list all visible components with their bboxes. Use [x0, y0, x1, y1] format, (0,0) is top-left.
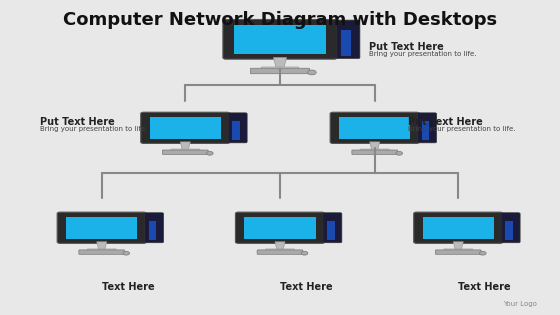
Circle shape: [301, 251, 308, 255]
FancyBboxPatch shape: [235, 212, 325, 243]
FancyBboxPatch shape: [436, 250, 481, 254]
Text: Put Text Here: Put Text Here: [40, 117, 115, 127]
FancyBboxPatch shape: [79, 250, 124, 254]
Circle shape: [479, 251, 486, 255]
FancyBboxPatch shape: [501, 213, 520, 243]
Text: Put Text Here: Put Text Here: [369, 42, 444, 52]
FancyBboxPatch shape: [144, 213, 164, 243]
FancyBboxPatch shape: [257, 250, 303, 254]
FancyBboxPatch shape: [57, 212, 146, 243]
FancyBboxPatch shape: [87, 249, 116, 252]
FancyBboxPatch shape: [327, 221, 335, 240]
Polygon shape: [273, 58, 287, 68]
FancyBboxPatch shape: [245, 217, 315, 239]
FancyBboxPatch shape: [262, 67, 298, 71]
FancyBboxPatch shape: [339, 117, 410, 139]
Text: Text Here: Text Here: [280, 282, 333, 292]
FancyBboxPatch shape: [162, 150, 208, 154]
Text: Your Logo: Your Logo: [503, 301, 536, 307]
FancyBboxPatch shape: [422, 121, 430, 140]
Polygon shape: [370, 142, 380, 150]
FancyBboxPatch shape: [352, 150, 398, 154]
Polygon shape: [97, 242, 107, 249]
FancyBboxPatch shape: [423, 217, 494, 239]
FancyBboxPatch shape: [141, 112, 230, 143]
FancyBboxPatch shape: [228, 113, 247, 143]
FancyBboxPatch shape: [223, 20, 337, 59]
FancyBboxPatch shape: [330, 112, 419, 143]
Text: Text Here: Text Here: [458, 282, 511, 292]
FancyBboxPatch shape: [336, 20, 360, 59]
FancyBboxPatch shape: [414, 212, 503, 243]
FancyBboxPatch shape: [418, 113, 437, 143]
FancyBboxPatch shape: [234, 26, 326, 54]
FancyBboxPatch shape: [505, 221, 513, 240]
Circle shape: [307, 70, 316, 75]
FancyBboxPatch shape: [148, 221, 156, 240]
Text: Computer Network Diagram with Desktops: Computer Network Diagram with Desktops: [63, 11, 497, 29]
Circle shape: [396, 152, 403, 155]
Polygon shape: [180, 142, 190, 150]
FancyBboxPatch shape: [444, 249, 473, 252]
Text: Bring your presentation to life.: Bring your presentation to life.: [408, 126, 516, 132]
Polygon shape: [453, 242, 463, 249]
Text: Put Text Here: Put Text Here: [408, 117, 483, 127]
Circle shape: [207, 152, 213, 155]
FancyBboxPatch shape: [171, 149, 200, 152]
FancyBboxPatch shape: [265, 249, 295, 252]
FancyBboxPatch shape: [250, 68, 310, 74]
Circle shape: [123, 251, 129, 255]
Text: Bring your presentation to life.: Bring your presentation to life.: [40, 126, 148, 132]
Text: Text Here: Text Here: [102, 282, 155, 292]
FancyBboxPatch shape: [66, 217, 137, 239]
Polygon shape: [275, 242, 285, 249]
FancyBboxPatch shape: [232, 121, 240, 140]
FancyBboxPatch shape: [150, 117, 221, 139]
Text: Bring your presentation to life.: Bring your presentation to life.: [369, 51, 477, 57]
FancyBboxPatch shape: [341, 30, 351, 56]
FancyBboxPatch shape: [323, 213, 342, 243]
FancyBboxPatch shape: [360, 149, 389, 152]
